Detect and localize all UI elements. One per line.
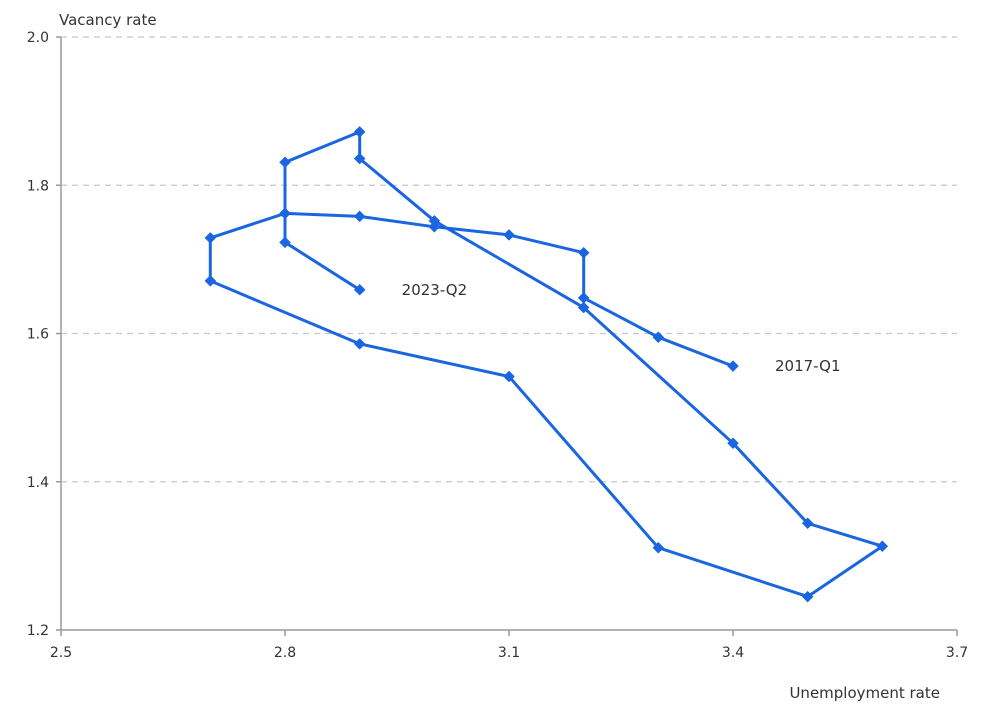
x-axis-title: Unemployment rate — [789, 684, 940, 702]
x-tick-label: 2.5 — [50, 645, 72, 661]
y-tick-label: 1.4 — [27, 475, 49, 491]
data-point-marker — [503, 229, 515, 241]
data-point-marker — [428, 220, 441, 233]
data-point-marker — [204, 232, 217, 244]
y-tick-label: 1.8 — [27, 178, 49, 194]
markers-group — [204, 126, 889, 603]
y-tick-label: 2.0 — [27, 30, 49, 46]
data-point-marker — [428, 214, 441, 227]
data-point-marker — [279, 156, 291, 169]
data-point-marker — [353, 283, 366, 296]
data-point-marker — [577, 301, 590, 314]
axis-ticks: 1.2 1.4 1.6 1.8 2.0 2.5 2.8 3.1 3.4 3.7 — [27, 30, 968, 661]
data-point-marker — [577, 246, 590, 259]
data-point-marker — [652, 331, 665, 344]
data-point-marker — [279, 207, 291, 220]
data-point-marker — [876, 540, 889, 553]
point-annotation: 2017-Q1 — [775, 357, 841, 375]
y-tick-label: 1.6 — [27, 327, 49, 343]
data-point-marker — [353, 126, 366, 138]
data-point-marker — [353, 152, 366, 165]
data-point-marker — [801, 590, 814, 603]
point-annotation: 2023-Q2 — [402, 281, 468, 299]
data-point-marker — [353, 210, 366, 223]
data-point-marker — [204, 275, 217, 287]
y-tick-label: 1.2 — [27, 623, 49, 639]
data-point-marker — [503, 370, 515, 383]
annotations-group: 2017-Q1 2023-Q2 — [402, 281, 841, 375]
x-tick-label: 3.1 — [498, 645, 520, 661]
data-point-marker — [727, 437, 739, 450]
data-point-marker — [727, 360, 739, 372]
x-tick-label: 3.7 — [946, 645, 968, 661]
x-tick-label: 2.8 — [274, 645, 296, 661]
data-point-marker — [279, 236, 291, 249]
y-axis-title: Vacancy rate — [59, 11, 157, 29]
data-point-marker — [652, 541, 665, 554]
data-point-marker — [353, 338, 366, 350]
gridlines — [61, 36, 957, 483]
x-tick-label: 3.4 — [722, 645, 744, 661]
data-point-marker — [801, 517, 814, 530]
